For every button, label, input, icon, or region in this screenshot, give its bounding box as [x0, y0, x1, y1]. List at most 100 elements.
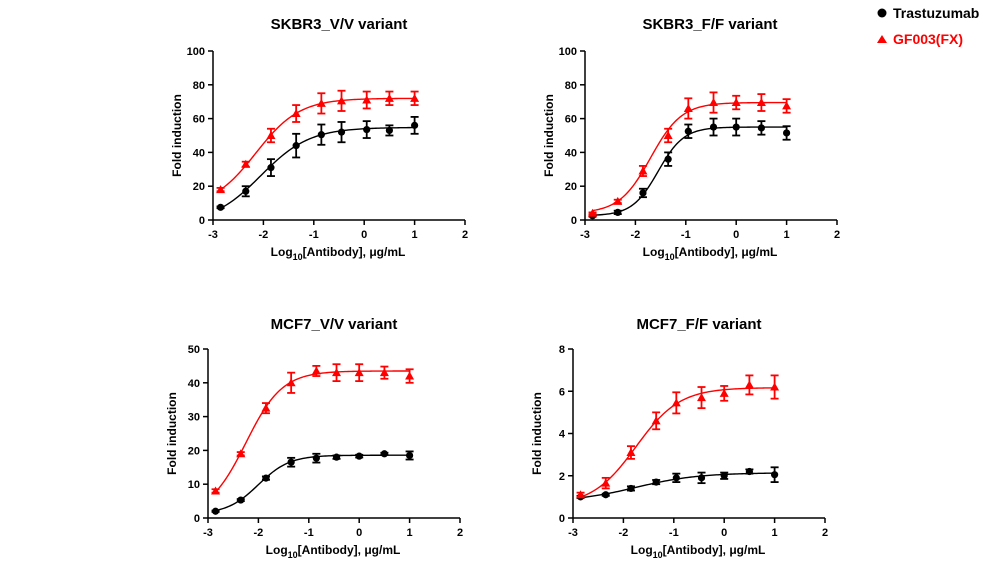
data-point [287, 458, 295, 466]
data-point [363, 125, 371, 134]
data-point [709, 123, 718, 131]
fit-curve [215, 370, 410, 493]
x-tick-label: 0 [361, 229, 367, 241]
data-point [732, 123, 740, 131]
x-tick-label: 0 [733, 229, 739, 241]
data-point [316, 98, 326, 107]
series-trastuzumab [211, 450, 414, 515]
y-tick-label: 0 [571, 215, 577, 227]
chart-title: MCF7_F/F variant [636, 316, 761, 333]
chart-panel-2: SKBR3_F/F variant 0 20 40 60 80 100 -3 -2 -1 0 1 2 Fo… [542, 16, 840, 262]
series-trastuzumab [576, 466, 779, 501]
data-point [406, 451, 414, 460]
data-point [770, 382, 780, 391]
series-gf003 [216, 89, 420, 194]
y-axis-label: Fold induction [530, 392, 544, 475]
data-point [216, 203, 225, 211]
x-axis-label: Log10[Antibody], μg/mL [271, 245, 406, 262]
series-gf003 [211, 363, 415, 495]
y-tick-label: 100 [559, 46, 577, 58]
y-tick-label: 40 [188, 378, 200, 390]
data-point [731, 98, 741, 107]
data-point [380, 450, 388, 458]
data-point [719, 388, 729, 397]
data-point [337, 96, 347, 105]
fit-curve [220, 126, 415, 209]
legend-label-trastuzumab: Trastuzumab [893, 5, 979, 21]
data-point [664, 155, 672, 163]
series-trastuzumab [588, 117, 791, 220]
y-tick-label: 0 [559, 513, 565, 525]
data-point [601, 478, 611, 487]
y-tick-label: 6 [559, 386, 565, 398]
data-point [405, 371, 415, 380]
x-tick-label: -1 [304, 527, 314, 539]
data-point [262, 474, 270, 482]
y-axis-label: Fold induction [170, 94, 184, 177]
legend-label-gf003: GF003(FX) [893, 31, 963, 47]
x-tick-label: 0 [356, 527, 362, 539]
legend: Trastuzumab GF003(FX) [877, 5, 979, 47]
x-tick-label: 2 [462, 229, 468, 241]
legend-item-gf003: GF003(FX) [877, 31, 963, 47]
data-point [237, 496, 245, 504]
series-gf003 [576, 374, 780, 499]
data-point [267, 164, 275, 172]
fit-curve [220, 97, 415, 191]
legend-triangle-marker [877, 35, 887, 43]
data-point [756, 98, 766, 107]
data-point [211, 507, 220, 515]
x-axis-label: Log10[Antibody], μg/mL [266, 543, 401, 560]
data-point [663, 131, 673, 139]
data-point [385, 126, 393, 135]
y-tick-label: 0 [194, 513, 200, 525]
x-axis-label-prefix: Log [643, 245, 665, 259]
x-tick-label: 2 [822, 527, 828, 539]
data-point [745, 467, 754, 476]
y-tick-label: 80 [565, 80, 577, 92]
data-point [379, 368, 389, 377]
legend-circle-marker [877, 8, 887, 18]
series-trastuzumab [216, 116, 419, 211]
data-point [683, 103, 693, 112]
data-point [241, 159, 251, 168]
chart-panel-3: MCF7_V/V variant 0 10 20 30 40 50 -3 -2 -1 0 1 2 Fold… [165, 316, 463, 560]
data-point [261, 403, 271, 412]
y-tick-label: 80 [193, 80, 205, 92]
x-axis-label-subscript: 10 [288, 550, 298, 560]
y-tick-label: 20 [188, 445, 200, 457]
data-point [744, 380, 754, 389]
data-point [720, 472, 728, 480]
fit-curve [215, 454, 410, 512]
x-tick-label: 2 [834, 229, 840, 241]
y-tick-label: 50 [188, 344, 200, 356]
x-tick-label: -3 [568, 527, 578, 539]
data-point [355, 452, 363, 460]
x-axis-label-prefix: Log [271, 245, 293, 259]
data-point [672, 474, 680, 482]
x-axis-label: Log10[Antibody], μg/mL [643, 245, 778, 262]
data-point [697, 474, 706, 482]
x-axis-label: Log10[Antibody], μg/mL [631, 543, 766, 560]
x-axis-label-suffix: [Antibody], μg/mL [675, 245, 778, 259]
x-tick-label: 1 [412, 229, 418, 241]
data-point [783, 129, 791, 137]
data-point [614, 208, 622, 216]
y-axis-label: Fold induction [165, 392, 179, 475]
y-tick-label: 100 [187, 46, 205, 58]
x-tick-label: -3 [208, 229, 218, 241]
data-point [317, 131, 325, 139]
y-tick-label: 30 [188, 412, 200, 424]
x-tick-label: -3 [203, 527, 213, 539]
chart-panel-1: SKBR3_V/V variant 0 20 40 60 80 100 -3 -2 -1 0 1 2 Fo… [170, 16, 468, 262]
x-tick-label: 1 [772, 527, 778, 539]
x-tick-label: -2 [619, 527, 629, 539]
x-tick-label: -3 [580, 229, 590, 241]
data-point [362, 95, 372, 104]
data-point [771, 471, 779, 479]
data-point [626, 448, 636, 457]
x-axis-label-subscript: 10 [653, 550, 663, 560]
x-tick-label: -1 [309, 229, 319, 241]
data-point [782, 101, 792, 110]
